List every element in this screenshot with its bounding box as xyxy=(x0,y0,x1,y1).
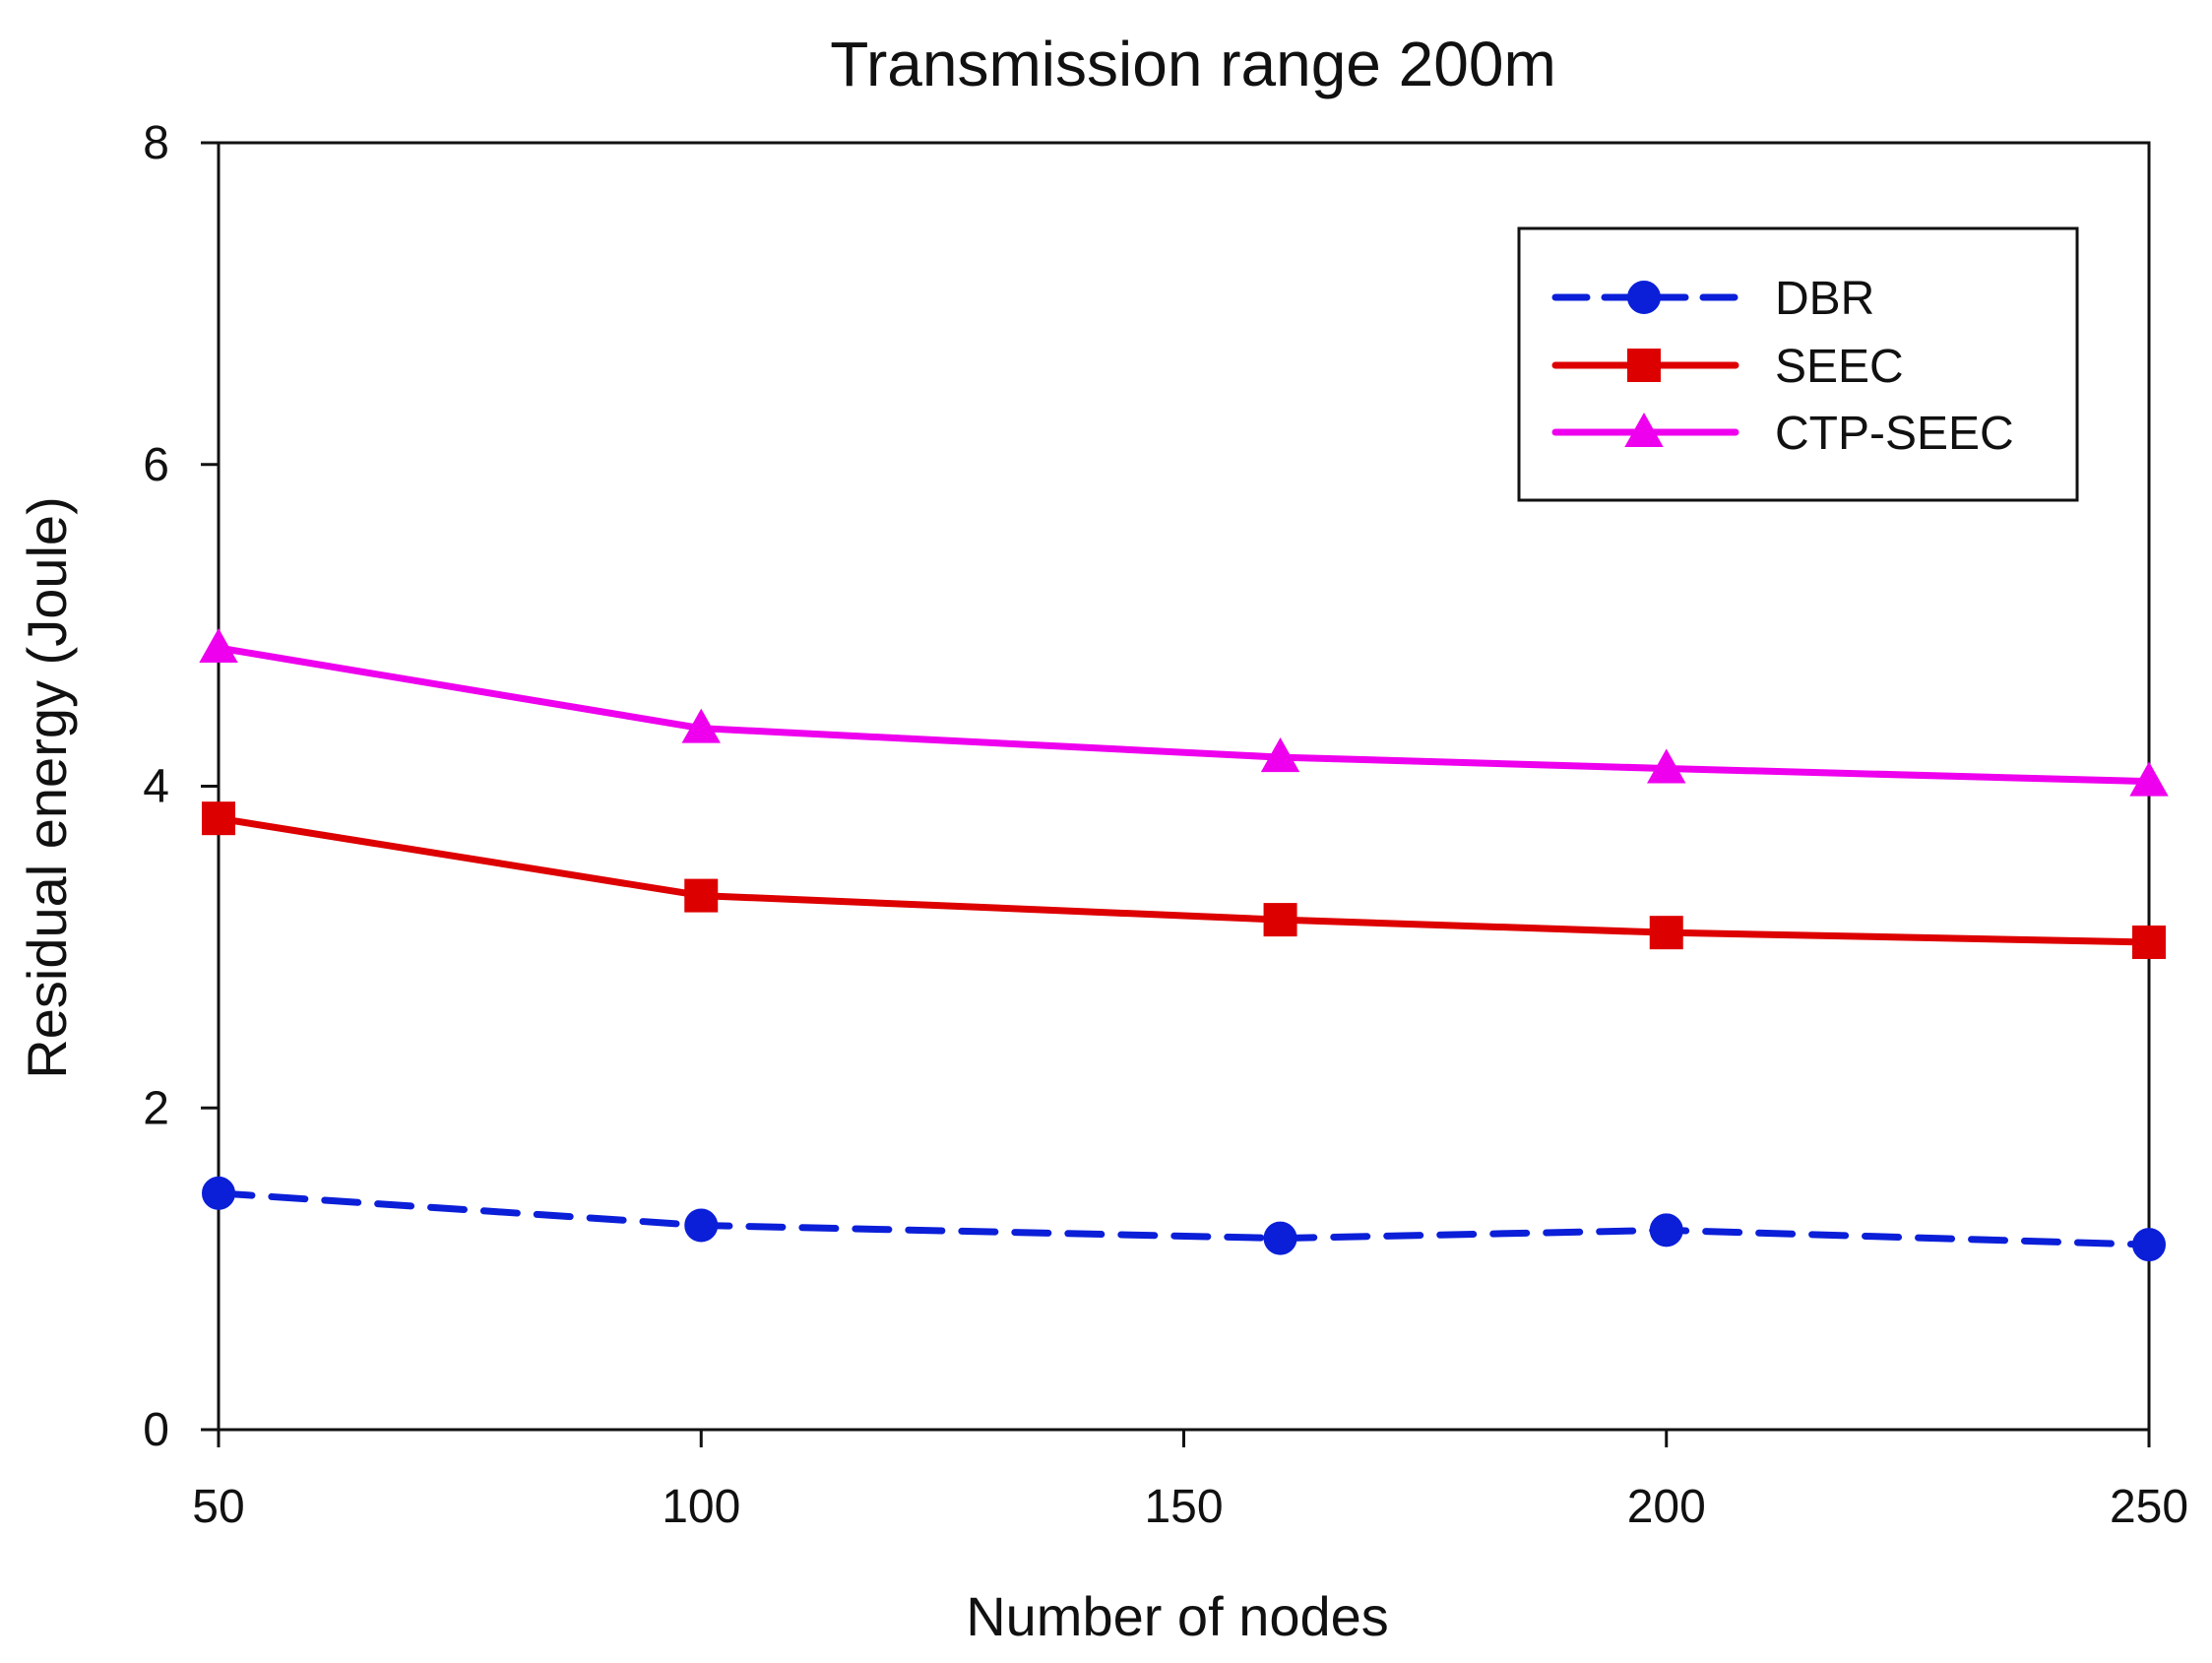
data-point-seec-250 xyxy=(2132,925,2166,959)
series-layer xyxy=(199,627,2169,1262)
x-tick-label: 100 xyxy=(662,1481,740,1533)
x-tick-label: 250 xyxy=(2110,1481,2188,1533)
data-point-ctp-seec-200 xyxy=(1647,748,1686,784)
data-point-ctp-seec-100 xyxy=(681,708,721,743)
data-point-seec-160 xyxy=(1263,903,1297,937)
series-line-ctp-seec xyxy=(215,644,2153,786)
legend-label-seec: SEEC xyxy=(1775,341,1904,393)
data-point-seec-50 xyxy=(202,801,235,836)
legend-label-ctp-seec: CTP-SEEC xyxy=(1775,408,2014,460)
series-line-seec xyxy=(215,814,2153,946)
chart-title: Transmission range 200m xyxy=(830,29,1556,99)
x-tick-label: 50 xyxy=(192,1481,244,1533)
data-point-dbr-50 xyxy=(202,1176,235,1210)
x-axis-title: Number of nodes xyxy=(966,1585,1389,1647)
y-tick-label: 8 xyxy=(143,117,169,169)
data-point-seec-100 xyxy=(684,878,719,913)
data-point-seec-200 xyxy=(1649,916,1683,950)
legend-item-seec: SEEC xyxy=(1551,341,1904,393)
legend-label-dbr: DBR xyxy=(1775,273,1874,325)
data-point-ctp-seec-160 xyxy=(1260,737,1300,773)
x-tick-label: 150 xyxy=(1144,1481,1223,1533)
data-point-dbr-200 xyxy=(1649,1213,1683,1247)
y-axis-ticks: 0 2 4 6 8 xyxy=(143,117,219,1456)
series-line-dbr xyxy=(215,1189,2153,1248)
y-tick-label: 6 xyxy=(143,439,169,491)
legend-marker-dbr xyxy=(1627,281,1661,314)
data-point-dbr-160 xyxy=(1263,1221,1297,1255)
series-dbr xyxy=(202,1176,2166,1262)
legend-item-ctp-seec: CTP-SEEC xyxy=(1551,408,2014,460)
y-tick-label: 4 xyxy=(143,761,169,813)
data-point-dbr-100 xyxy=(684,1208,719,1243)
legend: DBR SEEC CTP-SEEC xyxy=(1517,226,2079,502)
y-tick-label: 2 xyxy=(143,1082,169,1134)
y-axis-title: Residual energy (Joule) xyxy=(16,496,78,1078)
legend-marker-ctp-seec xyxy=(1624,412,1664,447)
y-tick-label: 0 xyxy=(143,1404,169,1456)
data-point-ctp-seec-50 xyxy=(199,627,238,663)
data-point-dbr-250 xyxy=(2132,1228,2166,1262)
x-axis-ticks: 50 100 150 200 250 xyxy=(192,1430,2188,1533)
series-ctp-seec xyxy=(199,627,2169,797)
data-point-ctp-seec-250 xyxy=(2129,761,2169,797)
legend-marker-seec xyxy=(1627,349,1661,382)
legend-item-dbr: DBR xyxy=(1551,273,1874,325)
x-tick-label: 200 xyxy=(1627,1481,1706,1533)
series-seec xyxy=(202,801,2166,959)
